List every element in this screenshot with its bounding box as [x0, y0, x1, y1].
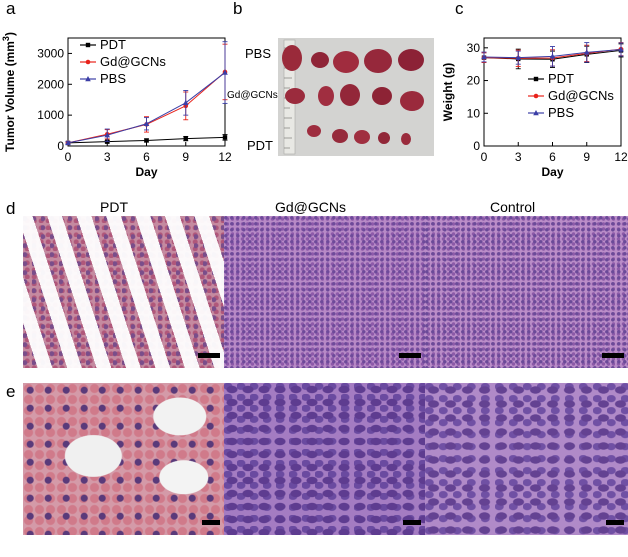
legend-marker — [85, 59, 91, 65]
x-tick-label: 3 — [515, 150, 522, 164]
x-axis-label: Day — [541, 165, 563, 179]
x-tick-label: 3 — [104, 150, 111, 164]
legend-label: Gd@GCNs — [100, 54, 166, 69]
legend-label: Gd@GCNs — [548, 88, 614, 103]
photo-label-pbs: PBS — [245, 46, 272, 61]
y-tick-label: 30 — [467, 41, 481, 55]
panel-label-b: b — [233, 0, 243, 18]
data-point — [65, 139, 71, 146]
y-axis-label: Weight (g) — [441, 63, 455, 121]
header-pdt: PDT — [100, 199, 128, 215]
data-point — [183, 136, 188, 141]
y-axis-label: Tumor Volume (mm3) — [1, 32, 17, 152]
legend-marker — [85, 42, 91, 48]
histology-d-gd — [224, 216, 425, 368]
panel-label-a: a — [6, 0, 16, 18]
x-tick-label: 9 — [182, 150, 189, 164]
y-tick-label: 2000 — [37, 77, 64, 91]
tumor-photo-drawing — [282, 39, 424, 155]
data-point — [143, 120, 150, 126]
legend-label: PDT — [100, 37, 126, 52]
x-tick-label: 9 — [583, 150, 590, 164]
photo-label-gd: Gd@GCNs — [227, 90, 278, 101]
scale-bar — [606, 520, 624, 525]
legend-label: PBS — [100, 71, 126, 86]
data-point — [222, 69, 228, 75]
scale-bar — [202, 520, 220, 525]
legend-marker — [533, 110, 539, 116]
histology-e-gd — [224, 383, 425, 535]
y-tick-label: 0 — [57, 139, 64, 153]
photo-label-pdt: PDT — [247, 138, 273, 153]
histology-d-pdt — [23, 216, 224, 368]
data-point — [515, 54, 522, 60]
data-point — [481, 53, 487, 60]
x-tick-label: 12 — [614, 150, 628, 164]
scale-bar — [198, 353, 220, 358]
data-point — [144, 138, 149, 143]
x-tick-label: 6 — [549, 150, 556, 164]
panel-label-d: d — [6, 199, 16, 218]
data-point — [549, 53, 556, 59]
header-gd: Gd@GCNs — [275, 199, 346, 215]
y-tick-label: 1000 — [37, 108, 64, 122]
tumor-volume-chart: 0 3 6 9 12 0 1000 2000 3000 Day Tumor Volume (mm3)… — [1, 32, 232, 179]
y-tick-label: 10 — [467, 106, 481, 120]
x-tick-label: 0 — [65, 150, 72, 164]
x-tick-label: 6 — [143, 150, 150, 164]
data-point — [182, 99, 189, 105]
x-tick-label: 0 — [481, 150, 488, 164]
data-point — [618, 46, 624, 52]
legend-marker — [85, 76, 91, 82]
body-weight-chart: 0 3 6 9 12 0 10 20 30 Day Weight (g) PDT Gd@GCNs PBS — [441, 37, 628, 179]
histology-e-pdt — [23, 383, 224, 535]
scale-bar — [602, 353, 624, 358]
legend-marker — [533, 93, 539, 99]
histology-e-control — [425, 383, 628, 535]
y-tick-label: 0 — [473, 139, 480, 153]
panel-label-e: e — [6, 382, 16, 401]
scale-bar — [399, 353, 421, 358]
data-point — [583, 49, 590, 55]
legend-label: PBS — [548, 105, 574, 120]
data-point — [104, 132, 111, 138]
x-axis-label: Day — [135, 165, 157, 179]
legend-label: PDT — [548, 71, 574, 86]
y-tick-label: 20 — [467, 74, 481, 88]
panel-label-c: c — [455, 0, 464, 18]
x-tick-label: 12 — [218, 150, 232, 164]
scale-bar — [403, 520, 421, 525]
y-tick-label: 3000 — [37, 46, 64, 60]
header-control: Control — [490, 199, 536, 215]
tumor-photo — [278, 38, 434, 156]
legend-marker — [533, 76, 539, 82]
data-point — [222, 135, 228, 140]
histology-d-control — [425, 216, 628, 368]
